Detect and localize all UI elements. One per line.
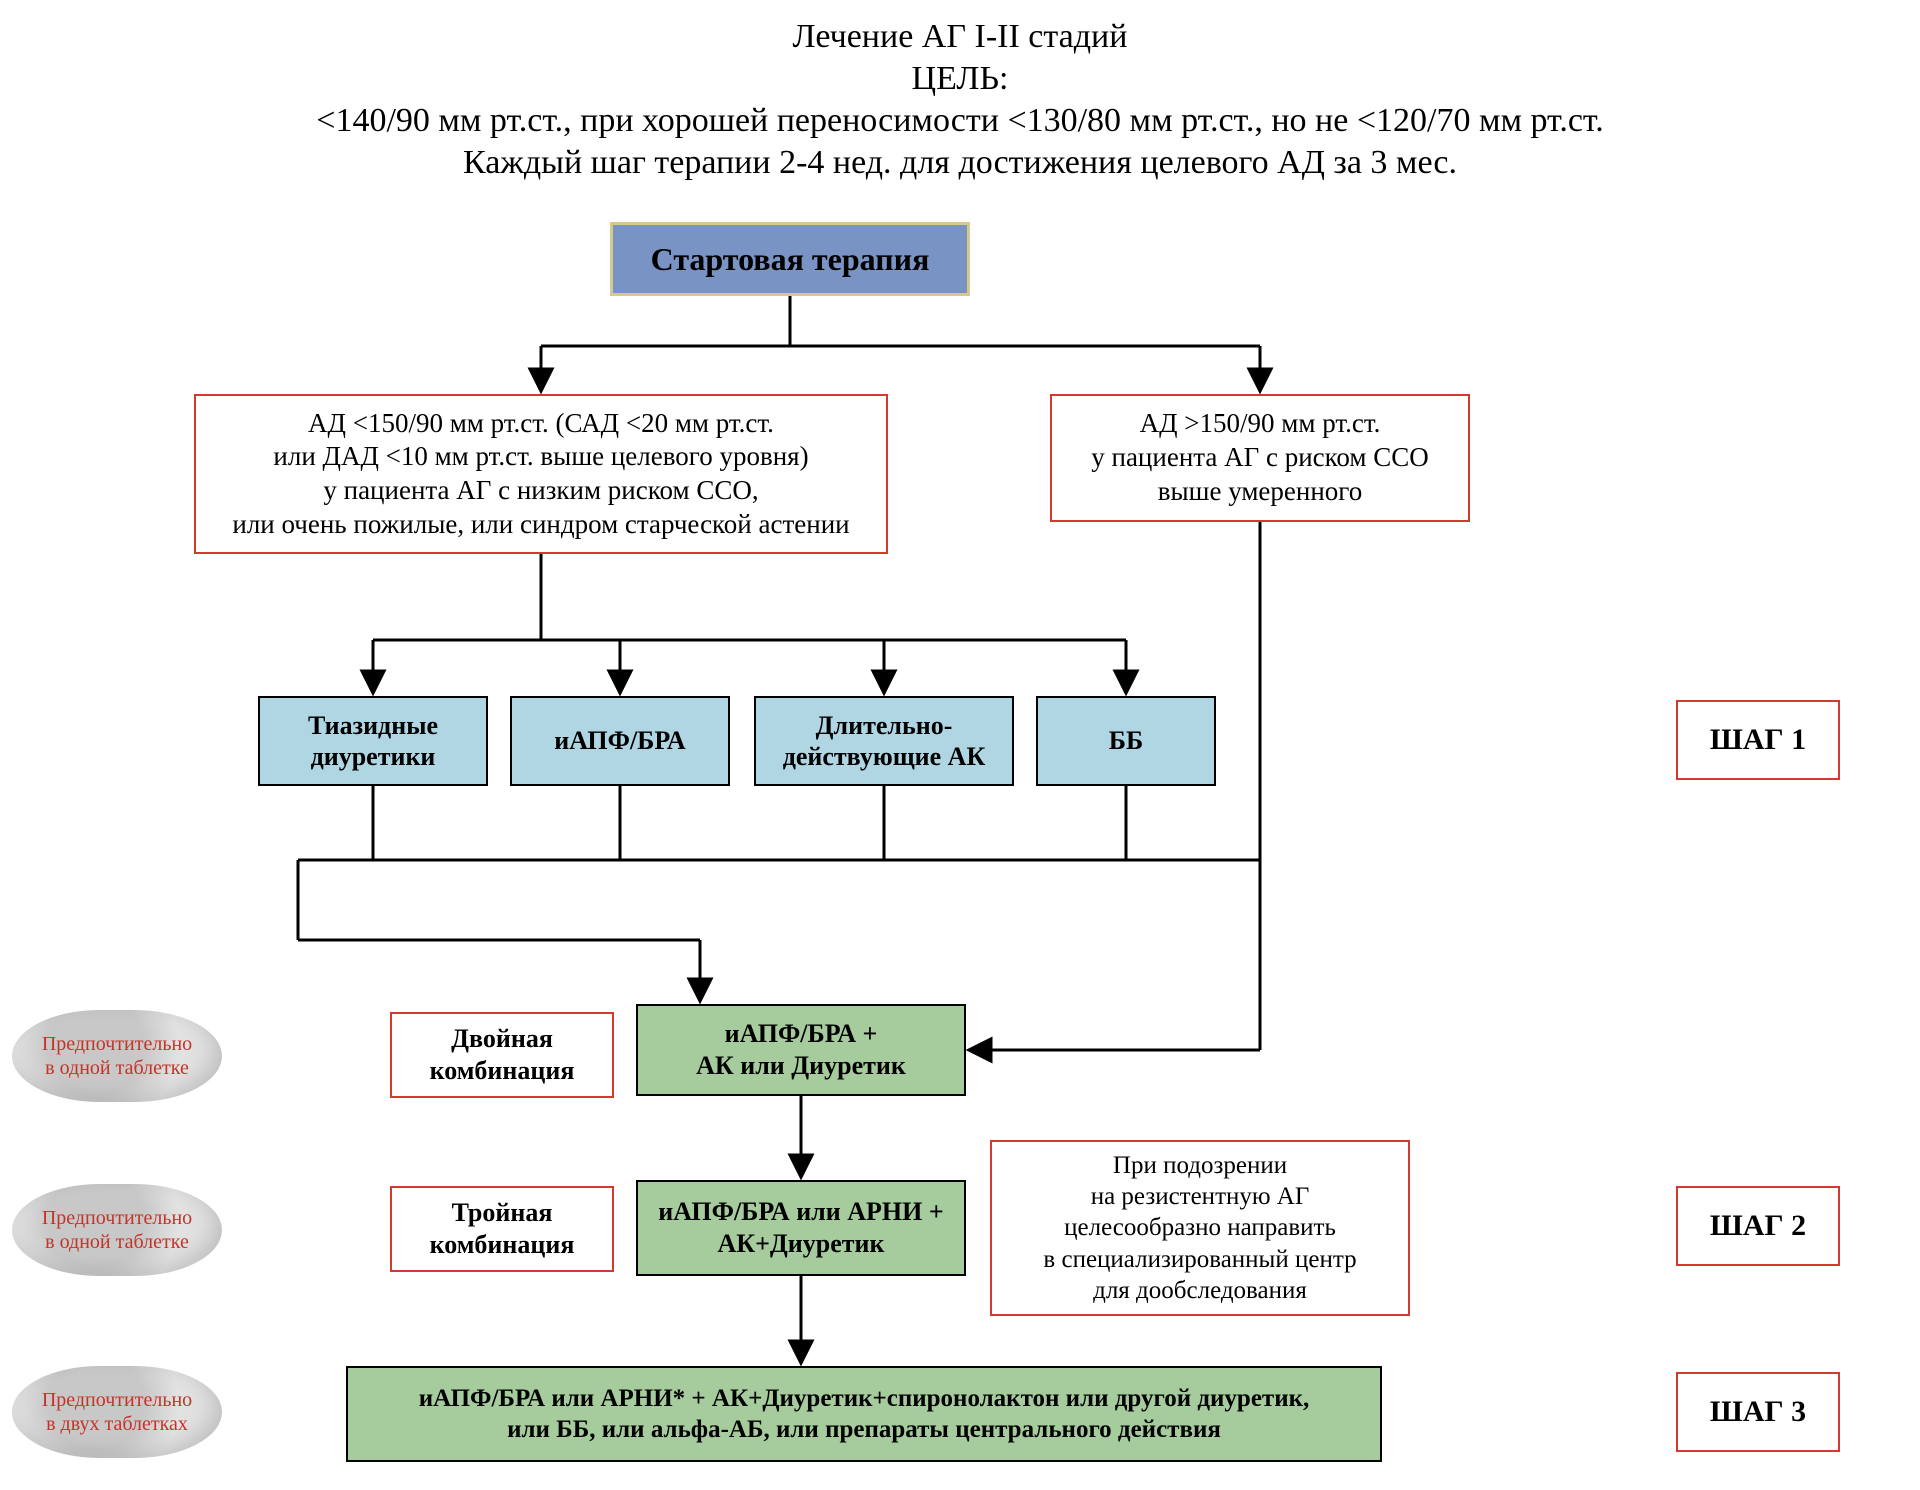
label-double-combo: Двойная комбинация bbox=[390, 1012, 614, 1098]
badge-step-1: ШАГ 1 bbox=[1676, 700, 1840, 780]
node-drug-ccb: Длительно- действующие АК bbox=[754, 696, 1014, 786]
label-triple-combo: Тройная комбинация bbox=[390, 1186, 614, 1272]
flowchart-canvas: Лечение АГ I-II стадий ЦЕЛЬ: <140/90 мм … bbox=[0, 0, 1920, 1490]
node-condition-right: АД >150/90 мм рт.ст. у пациента АГ с рис… bbox=[1050, 394, 1470, 522]
title-line-1: Лечение АГ I-II стадий bbox=[0, 16, 1920, 59]
badge-pill-two-tablets: Предпочтительно в двух таблетках bbox=[12, 1366, 222, 1458]
node-triple-combo-rx: иАПФ/БРА или АРНИ + АК+Диуретик bbox=[636, 1180, 966, 1276]
title-line-2: ЦЕЛЬ: bbox=[0, 58, 1920, 101]
node-drug-bb: ББ bbox=[1036, 696, 1216, 786]
node-drug-thiazide: Тиазидные диуретики bbox=[258, 696, 488, 786]
node-condition-left: АД <150/90 мм рт.ст. (САД <20 мм рт.ст. … bbox=[194, 394, 888, 554]
title-line-4: Каждый шаг терапии 2-4 нед. для достижен… bbox=[0, 142, 1920, 185]
badge-pill-one-tablet-2: Предпочтительно в одной таблетке bbox=[12, 1184, 222, 1276]
node-start: Стартовая терапия bbox=[610, 222, 970, 296]
node-drug-acei-arb: иАПФ/БРА bbox=[510, 696, 730, 786]
badge-step-3: ШАГ 3 bbox=[1676, 1372, 1840, 1452]
node-resistant-note: При подозрении на резистентную АГ целесо… bbox=[990, 1140, 1410, 1316]
node-final-rx: иАПФ/БРА или АРНИ* + АК+Диуретик+спироно… bbox=[346, 1366, 1382, 1462]
node-double-combo-rx: иАПФ/БРА + АК или Диуретик bbox=[636, 1004, 966, 1096]
badge-pill-one-tablet-1: Предпочтительно в одной таблетке bbox=[12, 1010, 222, 1102]
badge-step-2: ШАГ 2 bbox=[1676, 1186, 1840, 1266]
title-line-3: <140/90 мм рт.ст., при хорошей переносим… bbox=[0, 100, 1920, 143]
